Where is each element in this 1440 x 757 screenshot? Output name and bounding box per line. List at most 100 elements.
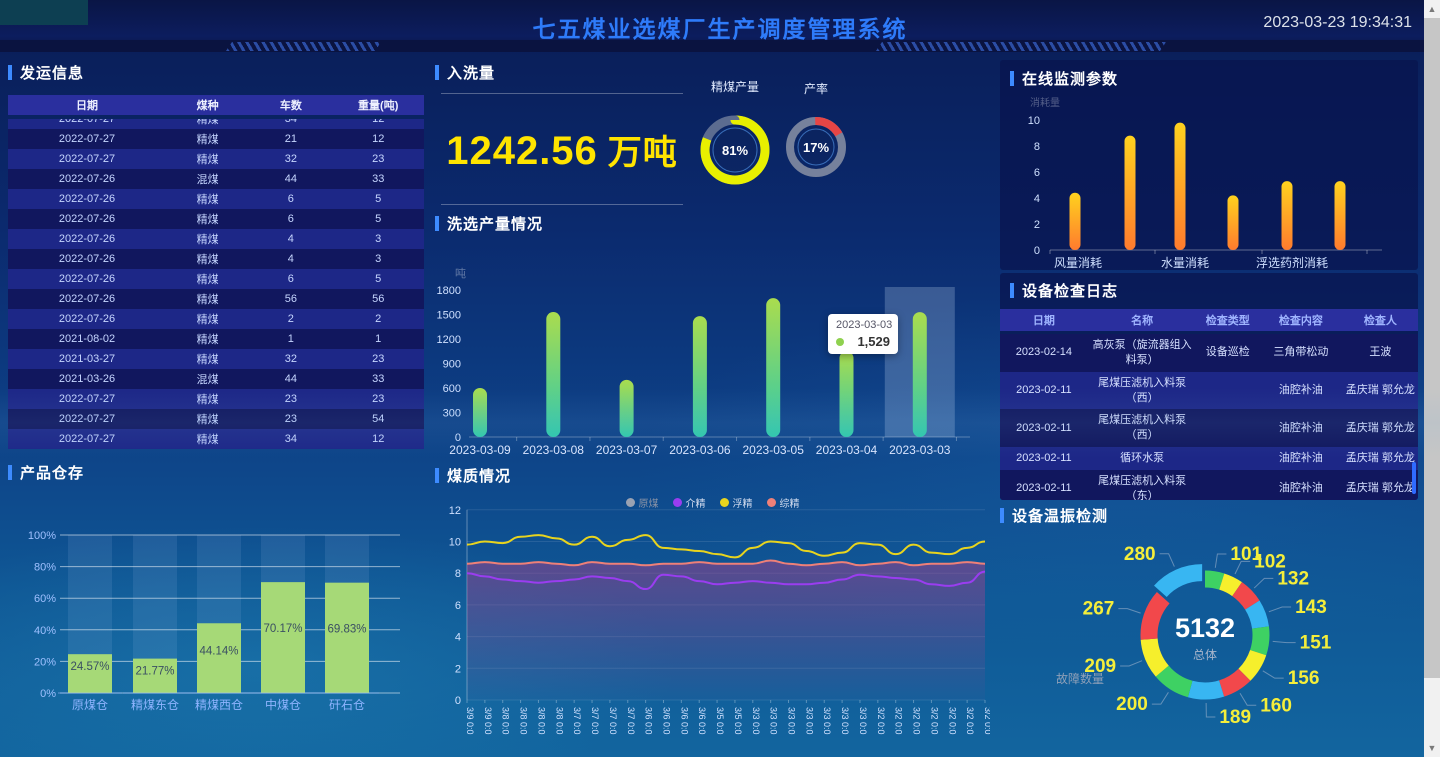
table-cell: 23	[372, 353, 385, 365]
title-accent-bar-icon	[1000, 508, 1004, 523]
table-cell: 精煤	[196, 314, 219, 326]
table-cell: 21	[284, 133, 297, 145]
chart-tooltip: 2023-03-03 1,529	[828, 314, 898, 354]
table-cell: 23	[284, 413, 297, 425]
svg-text:300: 300	[443, 408, 461, 420]
column-header: 检查内容	[1278, 315, 1323, 327]
svg-text:8: 8	[455, 568, 461, 580]
table-cell: 高灰泵（旋流器组入料泵）	[1092, 339, 1192, 366]
pie-label: 143	[1295, 597, 1327, 618]
svg-text:3/6 0:0: 3/6 0:0	[661, 707, 671, 735]
title-accent-bar-icon	[1010, 71, 1014, 86]
table-cell: 5	[375, 213, 382, 225]
legend-item[interactable]: 浮精	[719, 495, 753, 510]
series-line	[466, 534, 986, 559]
table-cell: 44	[284, 373, 297, 385]
legend-label: 原煤	[638, 499, 659, 510]
table-row: 2022-07-26 精煤 6 5	[8, 269, 424, 289]
svg-text:2023-03-05: 2023-03-05	[743, 443, 805, 457]
bar	[133, 658, 177, 693]
legend-label: 浮精	[732, 499, 753, 510]
pie-segment	[1140, 638, 1169, 677]
svg-text:4: 4	[1034, 193, 1040, 205]
table-cell: 油腔补油	[1278, 452, 1323, 465]
svg-text:3/6 0:0: 3/6 0:0	[679, 707, 689, 735]
table-cell: 设备巡检	[1205, 346, 1250, 359]
svg-text:21.77%: 21.77%	[135, 666, 174, 678]
panel-shipping-title: 发运信息	[8, 62, 424, 83]
shipping-table-header: 日期 煤种 车数 重量(吨)	[8, 95, 424, 115]
table-cell: 34	[284, 119, 297, 125]
svg-text:3/2 0:0: 3/2 0:0	[912, 707, 922, 735]
svg-text:3/3 0:0: 3/3 0:0	[787, 707, 797, 735]
quality-chart[interactable]: 0 2 4 6 8 10 12 3/9 0:0 3/9 0:0 3/8 0:0 3/8 0:0 3/8…	[435, 465, 990, 757]
monitor-chart[interactable]: 消耗量 0 2 4 6 8 10 风量消耗 水量消耗 浮选药剂消耗	[1000, 88, 1418, 270]
bar	[325, 582, 369, 693]
table-cell: 精煤	[196, 234, 219, 246]
pie-segment	[1238, 649, 1267, 681]
table-cell: 2022-07-26	[58, 293, 116, 305]
table-row: 2022-07-27 精煤 21 12	[8, 129, 424, 149]
scrollbar-up-icon[interactable]: ▲	[1427, 4, 1437, 14]
table-cell: 2023-02-14	[1015, 346, 1073, 359]
legend-item[interactable]: 原煤	[625, 495, 659, 510]
bar	[473, 388, 487, 437]
scrollbar-thumb[interactable]	[1424, 18, 1440, 678]
table-row: 2023-02-11 循环水泵 油腔补油 孟庆瑞 郭允龙	[1000, 447, 1418, 470]
table-cell: 2022-07-27	[58, 119, 116, 125]
inspection-table-body[interactable]: 2023-02-14 高灰泵（旋流器组入料泵） 设备巡检 三角带松动 王波 2023-02…	[1000, 334, 1418, 500]
panel-quality: 煤质情况 原煤 介精 浮精 综精 0 2 4 6 8 10 12 3/9 0:0 3/9 0:0 3/8…	[435, 465, 990, 757]
legend-item[interactable]: 综精	[766, 495, 800, 510]
storage-chart[interactable]: 0% 20% 40% 60% 80% 100% 24.57% 原煤仓 21.77% 精煤东仓 44.…	[8, 490, 428, 754]
title-accent-bar-icon	[8, 65, 12, 80]
table-row: 2022-07-26 精煤 56 56	[8, 289, 424, 309]
svg-text:1200: 1200	[437, 334, 461, 346]
page-scrollbar[interactable]: ▲ ▼	[1424, 0, 1440, 757]
pie-segment	[1154, 564, 1203, 598]
svg-text:矸石仓: 矸石仓	[329, 698, 365, 712]
bar	[1281, 181, 1293, 250]
svg-text:44.14%: 44.14%	[199, 646, 238, 658]
svg-text:3/8 0:0: 3/8 0:0	[501, 707, 511, 735]
svg-text:100%: 100%	[28, 530, 56, 542]
table-cell: 2022-07-27	[58, 413, 116, 425]
column-header: 车数	[279, 100, 302, 112]
table-cell: 1	[287, 333, 294, 345]
table-cell: 12	[372, 133, 385, 145]
page-title: 七五煤业选煤厂生产调度管理系统	[532, 16, 908, 42]
svg-text:3/2 0:0: 3/2 0:0	[876, 707, 886, 735]
pie-segment	[1187, 680, 1225, 700]
table-cell: 孟庆瑞 郭允龙	[1345, 482, 1415, 495]
bar	[197, 623, 241, 693]
table-row: 2022-07-27 精煤 23 54	[8, 409, 424, 429]
wash-output-chart[interactable]: 吨 0 300 600 900 1200 1500 1800 2023-03-09 2023-03…	[435, 213, 990, 460]
table-cell: 6	[287, 213, 294, 225]
table-cell: 2023-02-11	[1016, 452, 1072, 465]
svg-text:3/3 0:0: 3/3 0:0	[751, 707, 761, 735]
bar	[546, 312, 561, 437]
column-header: 重量(吨)	[358, 100, 399, 112]
quality-legend[interactable]: 原煤 介精 浮精 综精	[435, 495, 990, 510]
table-cell: 44	[284, 173, 297, 185]
svg-text:吨: 吨	[455, 267, 466, 280]
svg-text:70.17%: 70.17%	[263, 623, 302, 635]
legend-item[interactable]: 介精	[672, 495, 706, 510]
table-cell: 尾煤压滤机入料泵（东）	[1098, 474, 1187, 500]
wash-input-value: 1242.56 万吨	[446, 128, 678, 173]
table-cell: 三角带松动	[1273, 346, 1329, 359]
table-cell: 2022-07-26	[58, 313, 116, 325]
bar	[1069, 192, 1081, 250]
table-row: 2022-07-27 精煤 32 23	[8, 149, 424, 169]
table-cell: 2022-07-26	[58, 173, 116, 185]
svg-text:3/3 0:0: 3/3 0:0	[858, 707, 868, 735]
pie-label: 280	[1124, 544, 1156, 565]
scrollbar-down-icon[interactable]: ▼	[1427, 743, 1437, 753]
svg-text:6: 6	[1034, 167, 1040, 179]
shipping-table-body[interactable]: 2022-07-27 精煤 34 12 2022-07-27 精煤 21 12 2022-07-…	[8, 119, 424, 451]
table-row: 2022-07-26 混煤 44 33	[8, 169, 424, 189]
gauges-chart[interactable]: 81% 17%	[435, 62, 990, 205]
table-cell: 23	[284, 393, 297, 405]
inspection-scrollbar-thumb[interactable]	[1412, 462, 1416, 494]
svg-text:3/2 0:0: 3/2 0:0	[947, 707, 957, 735]
